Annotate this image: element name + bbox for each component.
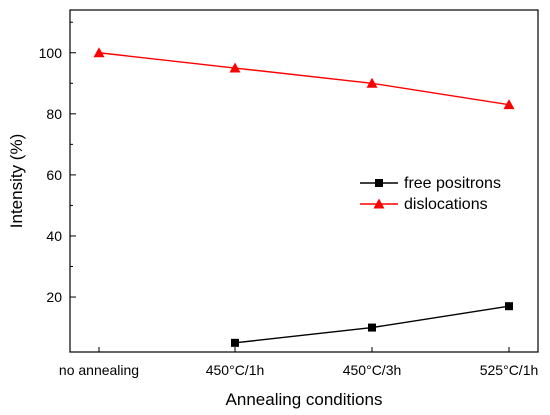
data-point [231, 338, 239, 347]
y-tick-label: 80 [46, 106, 62, 122]
series-line [98, 52, 510, 106]
legend-label: dislocations [404, 196, 488, 213]
data-point [229, 62, 241, 73]
y-tick-label: 100 [39, 45, 63, 61]
x-tick-label: 525°C/1h [480, 362, 539, 378]
legend-marker [375, 179, 383, 187]
legend-marker [373, 198, 385, 209]
series-1 [93, 47, 515, 110]
x-axis: no annealing 450°C/1h 450°C/3h 525°C/1h [59, 347, 538, 378]
y-tick-label: 20 [46, 289, 62, 305]
data-point [503, 99, 515, 110]
legend: free positrons dislocations [360, 175, 501, 213]
y-axis: 20 40 60 80 100 [39, 21, 76, 305]
y-tick-label: 60 [46, 167, 62, 183]
y-axis-title: Intensity (%) [7, 134, 26, 228]
x-tick-label: 450°C/3h [343, 362, 402, 378]
data-point [505, 302, 513, 311]
series-0 [231, 302, 513, 347]
data-point [93, 47, 105, 58]
plot-frame [69, 9, 539, 353]
x-tick-label: no annealing [59, 362, 139, 378]
x-axis-title: Annealing conditions [226, 390, 383, 409]
y-tick-label: 40 [46, 228, 62, 244]
x-tick-label: 450°C/1h [206, 362, 265, 378]
data-point [368, 323, 376, 332]
legend-label: free positrons [404, 175, 501, 192]
series-layer [93, 47, 515, 347]
data-point [366, 77, 378, 88]
